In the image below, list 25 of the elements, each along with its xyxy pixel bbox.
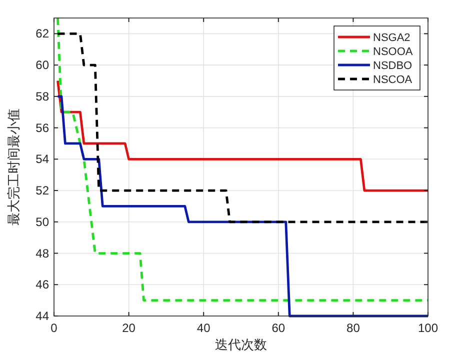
y-tick-label: 60 [36,58,50,72]
x-axis-title: 迭代次数 [215,338,267,353]
y-tick-label: 54 [36,152,50,166]
y-tick-label: 46 [36,278,50,292]
legend-label: NSDBO [373,60,413,72]
line-series [56,16,430,302]
legend-label: NSOOA [373,46,414,58]
y-tick-label: 52 [36,184,50,198]
x-tick-label: 40 [196,321,211,335]
y-tick-label: 58 [36,89,50,104]
y-axis-title: 最大完工时间最小值 [6,108,22,226]
line-series [56,95,430,318]
x-tick-label: 100 [418,321,438,335]
y-tick-label: 56 [36,120,50,135]
y-tick-label: 44 [36,309,50,323]
legend-label: NSGA2 [373,32,410,44]
x-tick-label: 60 [272,321,286,335]
x-tick-label: 80 [346,321,360,335]
line-series [56,32,430,224]
x-tick-label: 0 [50,321,58,335]
y-tick-label: 62 [36,26,50,41]
y-tick-label: 50 [36,214,50,229]
x-tick-label: 20 [122,321,136,335]
legend-label: NSCOA [373,74,413,86]
y-tick-label: 48 [36,246,50,260]
